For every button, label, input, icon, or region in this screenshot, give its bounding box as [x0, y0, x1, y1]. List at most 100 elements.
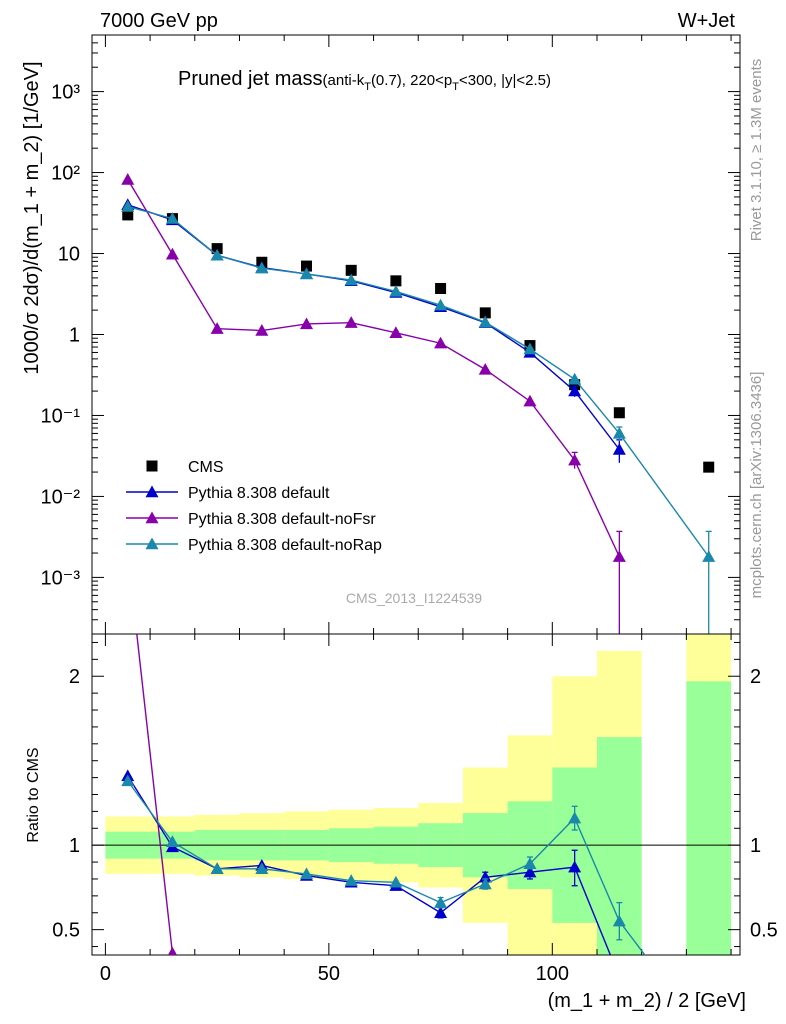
ratio-point — [523, 857, 537, 869]
data-point — [478, 315, 492, 328]
ratio-point — [434, 906, 448, 918]
data-point — [255, 324, 269, 336]
ratio-frame — [91, 633, 741, 956]
data-point — [121, 173, 135, 185]
ratio-line — [136, 634, 174, 954]
ratio-panel: 0 50 100 0.5 0.5 1 1 2 2 — [52, 35, 778, 985]
x-tick-label: 100 — [536, 963, 569, 985]
data-point — [478, 362, 492, 375]
ratio-y-tick-label-right: 0.5 — [750, 920, 778, 942]
x-axis-label: (m_1 + m_2) / 2 [GeV] — [548, 990, 746, 1012]
ratio-point — [210, 862, 224, 875]
data-point — [612, 426, 626, 439]
ratio-point — [523, 865, 537, 878]
ratio-y-tick-label-right: 1 — [750, 835, 761, 857]
series-3 — [121, 200, 716, 634]
main-panel: 10⁻³ 10⁻² 10⁻¹ 1 10 10² 10³ — [41, 34, 741, 635]
main-title: Pruned jet mass(anti-kT(0.7), 220<pT<300… — [178, 68, 551, 93]
data-point — [390, 275, 402, 287]
title-sub-rest: (0.7), 220<p — [371, 72, 452, 89]
y-tick-label: 10⁻³ — [41, 567, 81, 589]
data-point — [344, 273, 358, 286]
title-sub-t1: T — [364, 81, 371, 93]
energy-label: 7000 GeV pp — [100, 10, 218, 32]
data-point — [210, 248, 224, 261]
legend-marker — [145, 537, 159, 550]
ratio-plot-area — [121, 634, 646, 955]
legend: CMS Pythia 8.308 default Pythia 8.308 defa… — [126, 459, 382, 554]
x-tick-label: 0 — [100, 963, 111, 985]
ratio-bands — [105, 634, 732, 955]
y-tick-label: 10 — [58, 244, 80, 266]
legend-label: Pythia 8.308 default — [188, 485, 330, 502]
data-point — [479, 307, 491, 319]
process-label: W+Jet — [678, 10, 736, 32]
data-point — [435, 282, 447, 294]
data-point — [165, 247, 179, 260]
data-point — [612, 442, 626, 455]
data-point — [121, 200, 135, 212]
ratio-point — [434, 896, 448, 908]
legend-label: Pythia 8.308 default-noRap — [188, 537, 382, 554]
series-0 — [122, 209, 715, 473]
ratio-y-tick-label: 0.5 — [52, 920, 80, 942]
green-band-bin — [686, 681, 732, 955]
data-point — [255, 261, 269, 274]
x-tick-label: 50 — [318, 963, 340, 985]
ratio-point — [389, 875, 403, 888]
y-tick-label: 10³ — [51, 82, 80, 104]
ratio-y-axis-label: Ratio to CMS — [25, 747, 42, 842]
analysis-id: CMS_2013_I1224539 — [346, 590, 482, 606]
data-point — [523, 342, 537, 355]
data-point — [568, 453, 582, 466]
ratio-series-1 — [136, 634, 177, 955]
data-point — [523, 394, 537, 407]
ratio-point — [300, 867, 314, 880]
data-point — [210, 322, 224, 334]
title-main: Pruned jet mass — [178, 68, 323, 90]
y-tick-label: 10⁻² — [41, 486, 81, 508]
ratio-point — [568, 811, 582, 824]
x-ticks: 0 50 100 — [100, 35, 732, 985]
data-point — [568, 372, 582, 385]
data-point — [300, 267, 314, 280]
main-y-ticks: 10⁻³ 10⁻² 10⁻¹ 1 10 10² 10³ — [41, 34, 740, 635]
y-tick-label: 10² — [51, 163, 80, 185]
data-point — [568, 384, 582, 397]
series-2 — [121, 173, 626, 634]
legend-label: CMS — [188, 459, 224, 476]
ratio-y-tick-label-right: 2 — [750, 666, 761, 688]
legend-marker — [145, 485, 159, 498]
main-plot-area — [121, 173, 716, 634]
data-point — [345, 264, 357, 276]
data-point — [702, 550, 716, 562]
data-point — [165, 212, 179, 224]
mcplots-label: mcplots.cern.ch [arXiv:1306.3436] — [748, 372, 765, 599]
data-point — [389, 284, 403, 297]
series-line — [127, 179, 620, 558]
y-tick-label: 1 — [69, 325, 80, 347]
data-point — [300, 317, 314, 330]
ratio-y-tick-label: 2 — [69, 666, 80, 688]
data-point — [613, 407, 625, 419]
ratio-point — [612, 914, 626, 927]
data-point — [301, 260, 313, 272]
ratio-y-ticks: 0.5 0.5 1 1 2 2 — [52, 641, 778, 948]
legend-marker — [145, 511, 159, 524]
ratio-point — [568, 860, 582, 873]
legend-marker — [146, 460, 158, 472]
data-point — [612, 550, 626, 562]
data-point — [434, 336, 448, 349]
ratio-point — [167, 946, 177, 955]
rivet-label: Rivet 3.1.10, ≥ 1.3M events — [748, 59, 765, 242]
ratio-point — [121, 774, 135, 787]
ratio-series-2 — [121, 774, 646, 955]
data-point — [344, 316, 358, 328]
ratio-y-tick-label: 1 — [69, 835, 80, 857]
ratio-point — [478, 877, 492, 890]
y-tick-label: 10⁻¹ — [41, 405, 81, 427]
ratio-point — [478, 870, 492, 883]
ratio-point — [165, 835, 179, 848]
data-point — [434, 298, 448, 311]
